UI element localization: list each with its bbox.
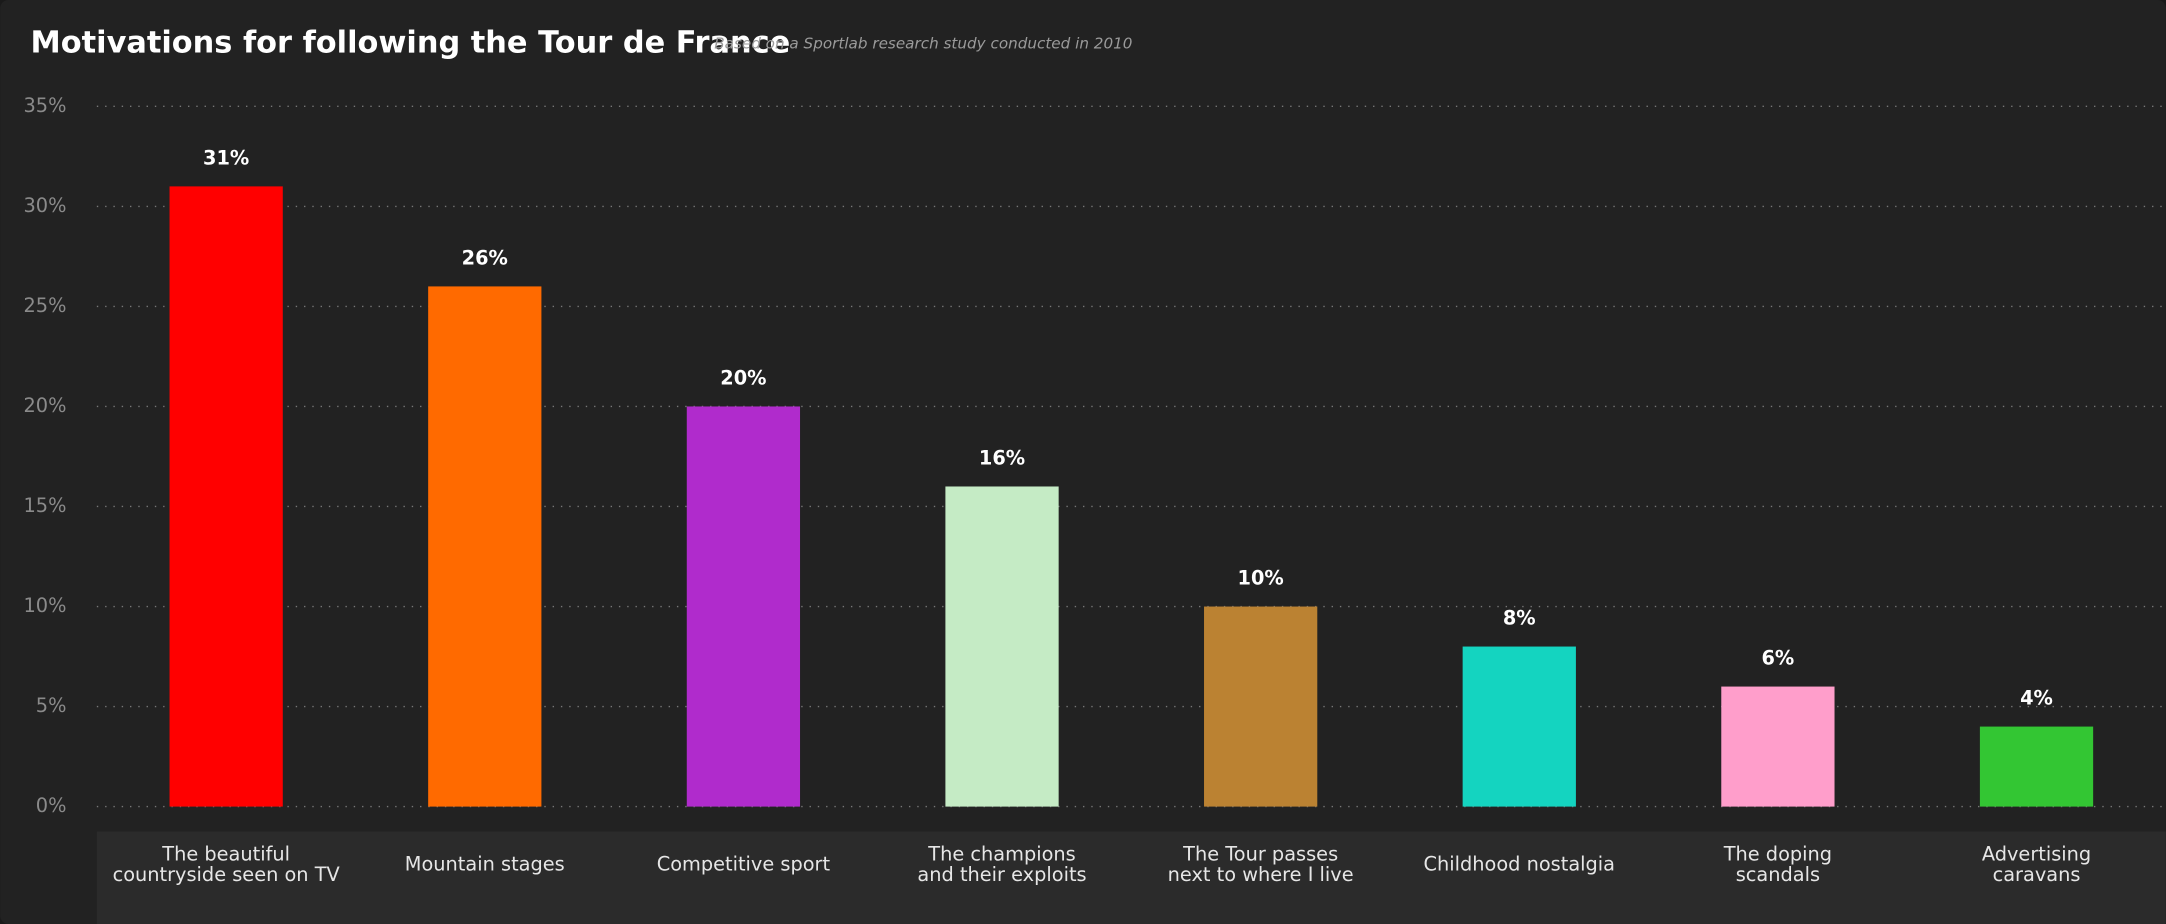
bar [1204, 606, 1318, 807]
x-tick-label-line: Advertising [1982, 842, 2091, 865]
x-tick-label: Mountain stages [405, 852, 565, 875]
data-label: 31% [203, 146, 249, 169]
data-label: 8% [1503, 606, 1536, 629]
y-tick-label: 0% [36, 794, 67, 817]
x-tick-label-line: The champions [927, 842, 1075, 865]
x-tick-label: Competitive sport [657, 852, 831, 875]
x-tick-label-line: Competitive sport [657, 852, 831, 875]
x-tick-label: The Tour passes next to where I live [1168, 842, 1354, 886]
bar [1721, 686, 1835, 807]
y-tick-label: 20% [23, 394, 66, 417]
data-label: 26% [462, 246, 508, 269]
x-tick-label-line: The beautiful [161, 842, 290, 865]
y-tick-label: 5% [36, 694, 67, 717]
x-tick-label-line: caravans [1993, 862, 2081, 885]
chart-title: Motivations for following the Tour de Fr… [31, 26, 791, 61]
y-tick-label: 10% [23, 594, 66, 617]
x-tick-label-line: scandals [1736, 862, 1820, 885]
x-tick-label-line: Childhood nostalgia [1424, 852, 1616, 875]
x-tick-label: Advertising caravans [1982, 842, 2091, 886]
bar [1462, 646, 1576, 807]
bar [169, 186, 283, 807]
y-tick-label: 15% [23, 494, 66, 517]
bar [1979, 726, 2094, 807]
category-band [96, 831, 2166, 924]
x-tick-label-line: The doping [1723, 842, 1832, 865]
x-tick-label-line: Mountain stages [405, 852, 565, 875]
y-tick-label: 35% [23, 94, 66, 117]
data-label: 4% [2020, 686, 2053, 709]
x-tick-label-line: countryside seen on TV [113, 862, 341, 885]
chart-subtitle: Based on a Sportlab research study condu… [714, 35, 1132, 53]
data-label: 6% [1761, 646, 1794, 669]
x-tick-label: Childhood nostalgia [1424, 852, 1616, 875]
data-label: 20% [720, 366, 766, 389]
x-tick-label-line: next to where I live [1168, 862, 1354, 885]
data-label: 16% [979, 446, 1025, 469]
y-tick-label: 30% [23, 194, 66, 217]
x-tick-label: The champions and their exploits [917, 842, 1086, 886]
x-tick-label: The doping scandals [1723, 842, 1832, 886]
bar [945, 486, 1059, 807]
x-tick-label: The beautiful countryside seen on TV [113, 842, 341, 886]
bar [428, 286, 542, 807]
bar [686, 406, 801, 807]
y-tick-label: 25% [23, 294, 66, 317]
x-tick-label-line: and their exploits [917, 862, 1086, 885]
data-label: 10% [1238, 566, 1284, 589]
x-tick-label-line: The Tour passes [1182, 842, 1338, 865]
